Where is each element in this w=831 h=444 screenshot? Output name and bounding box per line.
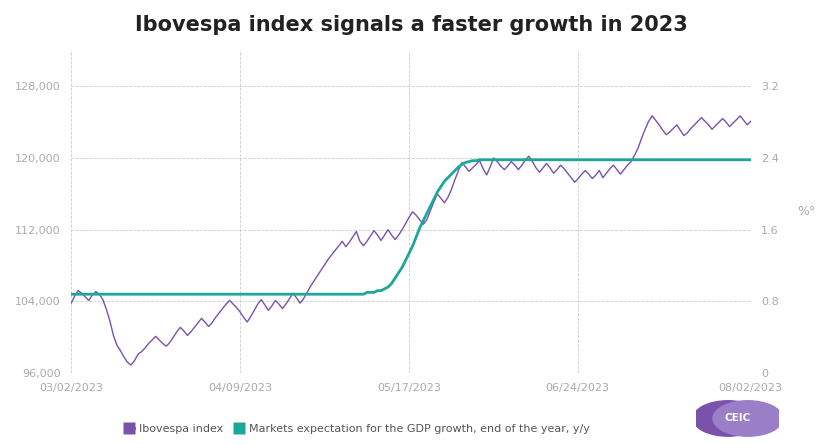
Y-axis label: %°: %° [798, 205, 816, 218]
Title: Ibovespa index signals a faster growth in 2023: Ibovespa index signals a faster growth i… [135, 15, 687, 35]
Legend: Ibovespa index, Markets expectation for the GDP growth, end of the year, y/y: Ibovespa index, Markets expectation for … [120, 420, 594, 438]
Text: CEIC: CEIC [725, 413, 751, 424]
Circle shape [693, 401, 763, 436]
Circle shape [713, 401, 783, 436]
